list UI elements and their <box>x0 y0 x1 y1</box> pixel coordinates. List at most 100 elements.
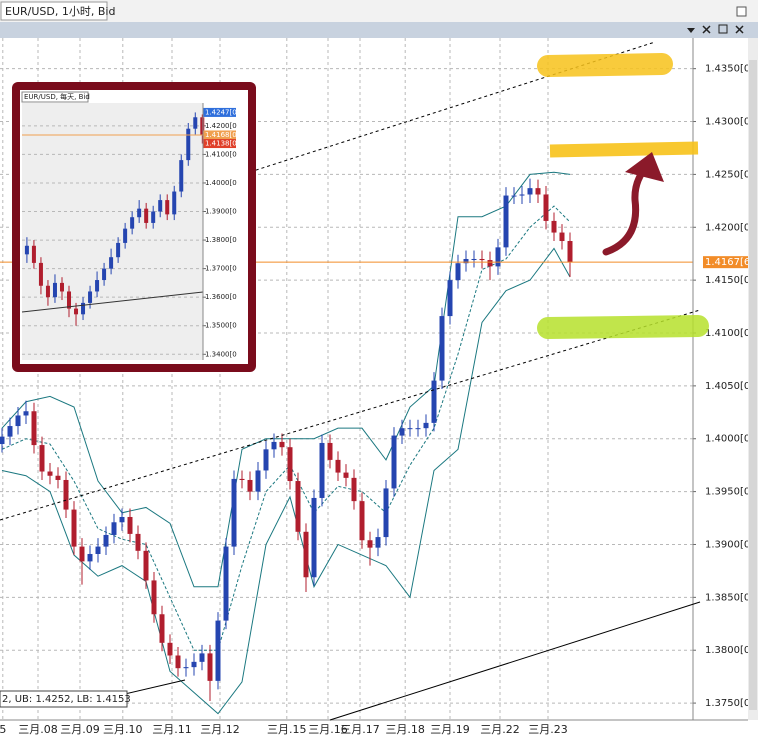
y-tick-label: 1.3600[0 <box>205 293 237 301</box>
candle-body <box>519 194 525 196</box>
candle-body <box>95 280 100 292</box>
price-marker-label: 1.4168[0 <box>205 131 237 139</box>
candle-body <box>67 291 72 309</box>
y-tick-label: 1.4150[0] <box>705 275 754 286</box>
candle-body <box>351 477 357 502</box>
close-button[interactable] <box>735 25 744 34</box>
candle-body <box>223 546 229 621</box>
candle-body <box>74 308 79 315</box>
y-tick-label: 1.4100[0 <box>205 150 237 158</box>
tab[interactable] <box>0 1 108 21</box>
candle-body <box>151 211 156 223</box>
candle-body <box>495 247 501 267</box>
candle-body <box>247 479 253 492</box>
candle-body <box>47 471 53 476</box>
inset-title: EUR/USD, 每天, Bid <box>24 92 90 101</box>
candle-body <box>263 449 269 471</box>
y-tick-label: 1.4200[0] <box>705 222 754 233</box>
candle-body <box>165 200 170 215</box>
candle-body <box>0 436 5 445</box>
candle-body <box>158 200 163 212</box>
x-tick-label: 三月.23 <box>528 723 568 736</box>
candle-body <box>239 478 245 480</box>
inset-chart: 1.4200[0 1.4100[0 1.4000[0 1.3900[0 1.3800[0… <box>22 107 237 358</box>
x-tick-label: 三月.12 <box>200 723 240 736</box>
candle-body <box>535 188 541 195</box>
maximize-button[interactable] <box>736 6 747 17</box>
candle-body <box>95 546 101 554</box>
x-tick-label: 三月.10 <box>103 723 143 736</box>
candle-body <box>527 188 533 195</box>
price-marker-label: 1.4138[0 <box>205 140 237 148</box>
y-tick-label: 1.4300[0] <box>705 117 754 128</box>
candle-body <box>215 620 221 681</box>
menu-button[interactable] <box>687 28 695 33</box>
x-tick-label: 三月.15 <box>267 723 307 736</box>
highlight <box>537 315 709 339</box>
candle-body <box>143 550 149 581</box>
y-tick-label: 1.3500[0 <box>205 322 237 330</box>
candle-body <box>279 441 285 448</box>
candle-body <box>383 488 389 538</box>
candle-body <box>295 481 301 532</box>
candle-body <box>7 426 13 437</box>
inset-plot <box>22 103 203 360</box>
candle-body <box>543 194 549 221</box>
x-tick-label: 三月.17 <box>340 723 380 736</box>
y-tick-label: 1.4000[0] <box>705 434 754 445</box>
candle-body <box>391 435 397 489</box>
y-tick-label: 1.3750[0] <box>705 698 754 709</box>
toolbar <box>0 22 758 38</box>
candle-body <box>551 220 557 233</box>
restore-button[interactable] <box>718 24 728 34</box>
candle-body <box>87 553 93 562</box>
candle-body <box>15 415 21 427</box>
trendline <box>21 291 204 313</box>
pin-button[interactable] <box>702 25 711 34</box>
candle-body <box>231 478 237 547</box>
candle-body <box>59 282 64 292</box>
annotation: 2, UB: 1.4252, LB: 1.4153 <box>2 694 131 705</box>
candle-body <box>144 208 149 223</box>
candle-body <box>130 217 135 229</box>
candle-body <box>303 531 309 578</box>
candle-body <box>559 232 565 242</box>
band-upper <box>1 171 571 588</box>
y-tick-label: 1.3800[0 <box>205 236 237 244</box>
candle-body <box>207 653 213 681</box>
y-tick-label: 1.4100[0] <box>705 328 754 339</box>
highlight <box>537 53 673 77</box>
y-tick-label: 1.3900[0] <box>705 539 754 550</box>
y-tick-label: 1.4000[0 <box>205 179 237 187</box>
candle-body <box>23 411 29 416</box>
candle-body <box>447 280 453 317</box>
candle-body <box>71 509 77 547</box>
candle-body <box>375 537 381 548</box>
candle-body <box>31 411 37 446</box>
trendline <box>0 309 701 521</box>
y-tick-label: 1.4200[0 <box>205 122 237 130</box>
candle-body <box>511 195 517 197</box>
y-tick-label: 1.3700[0 <box>205 265 237 273</box>
x-tick-label: 三月.09 <box>60 723 100 736</box>
candle-body <box>159 614 165 643</box>
candle-body <box>111 522 117 535</box>
candle-body <box>88 291 93 303</box>
candle-body <box>45 285 50 298</box>
candle-body <box>191 661 197 668</box>
candle-body <box>399 428 405 436</box>
x-tick-label: 三月.22 <box>480 723 520 736</box>
candle-body <box>172 191 177 215</box>
candle-body <box>39 445 45 472</box>
scrollbar-thumb[interactable] <box>749 60 757 710</box>
candle-body <box>359 501 365 541</box>
x-tick-label: 5 <box>0 723 6 736</box>
price-marker <box>203 107 236 117</box>
window-title: EUR/USD, 1小时, Bid <box>5 5 115 18</box>
candle-body <box>503 195 509 248</box>
candle-body <box>455 263 461 281</box>
highlight <box>549 141 699 158</box>
candle-body <box>167 642 173 656</box>
inset-title-box <box>21 91 89 103</box>
